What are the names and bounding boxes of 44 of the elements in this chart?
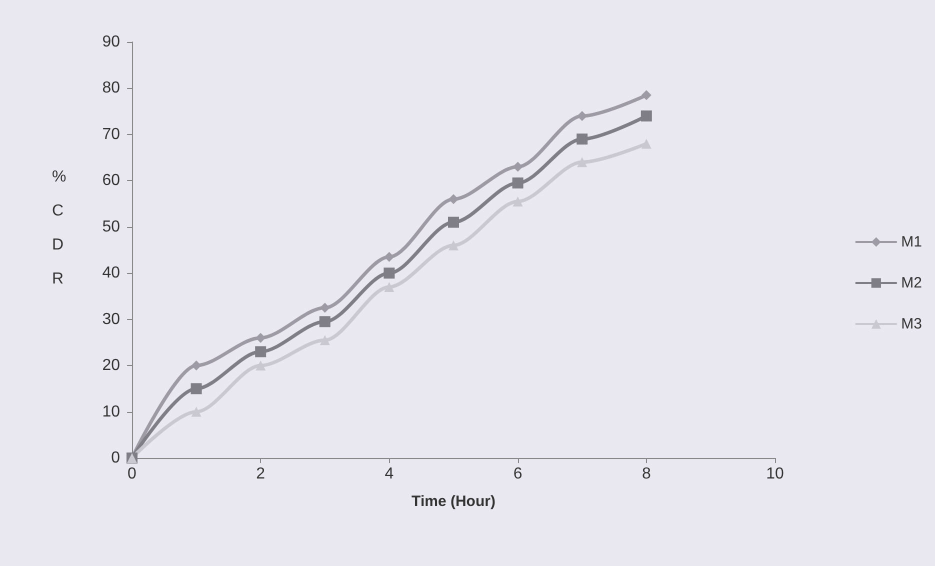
point: [255, 346, 266, 358]
x-tick-label: 8: [642, 466, 651, 482]
y-tick-label: 80: [102, 80, 120, 97]
point: [191, 406, 202, 417]
point: [641, 138, 652, 149]
legend-label: M3: [901, 316, 922, 332]
y-tick-label: 70: [102, 126, 120, 143]
point: [320, 302, 330, 313]
y-tick-label: 10: [102, 403, 120, 420]
point: [191, 360, 202, 371]
point: [512, 196, 523, 206]
point: [641, 90, 652, 100]
y-tick-label: 30: [102, 310, 120, 328]
point: [448, 240, 458, 250]
point: [640, 110, 652, 122]
point: [320, 335, 330, 346]
point: [576, 134, 588, 145]
point: [384, 282, 394, 292]
point: [384, 268, 395, 279]
point: [577, 157, 588, 168]
legend-label: M2: [901, 274, 922, 292]
y-tick-label: 0: [111, 450, 120, 466]
point: [256, 360, 266, 371]
point: [190, 383, 202, 394]
y-tick-label: 90: [102, 34, 120, 50]
point: [448, 216, 459, 228]
point: [319, 316, 330, 328]
point: [384, 252, 394, 262]
point: [512, 162, 523, 172]
legend-label: M1: [901, 234, 922, 250]
y-tick-label: 40: [102, 264, 120, 282]
x-tick-label: 4: [384, 466, 394, 482]
point: [448, 194, 458, 204]
y-tick-label: 20: [102, 357, 120, 374]
x-axis-title: Time (Hour): [412, 493, 496, 510]
x-tick-label: 0: [128, 466, 137, 482]
y-tick-label: 50: [102, 218, 120, 236]
y-axis-title: %CDR: [52, 168, 66, 288]
point: [256, 332, 266, 343]
point: [512, 177, 524, 188]
y-tick-label: 60: [102, 172, 120, 190]
x-tick-label: 10: [766, 466, 784, 482]
x-tick-label: 2: [256, 466, 266, 482]
x-tick-label: 6: [513, 466, 522, 482]
